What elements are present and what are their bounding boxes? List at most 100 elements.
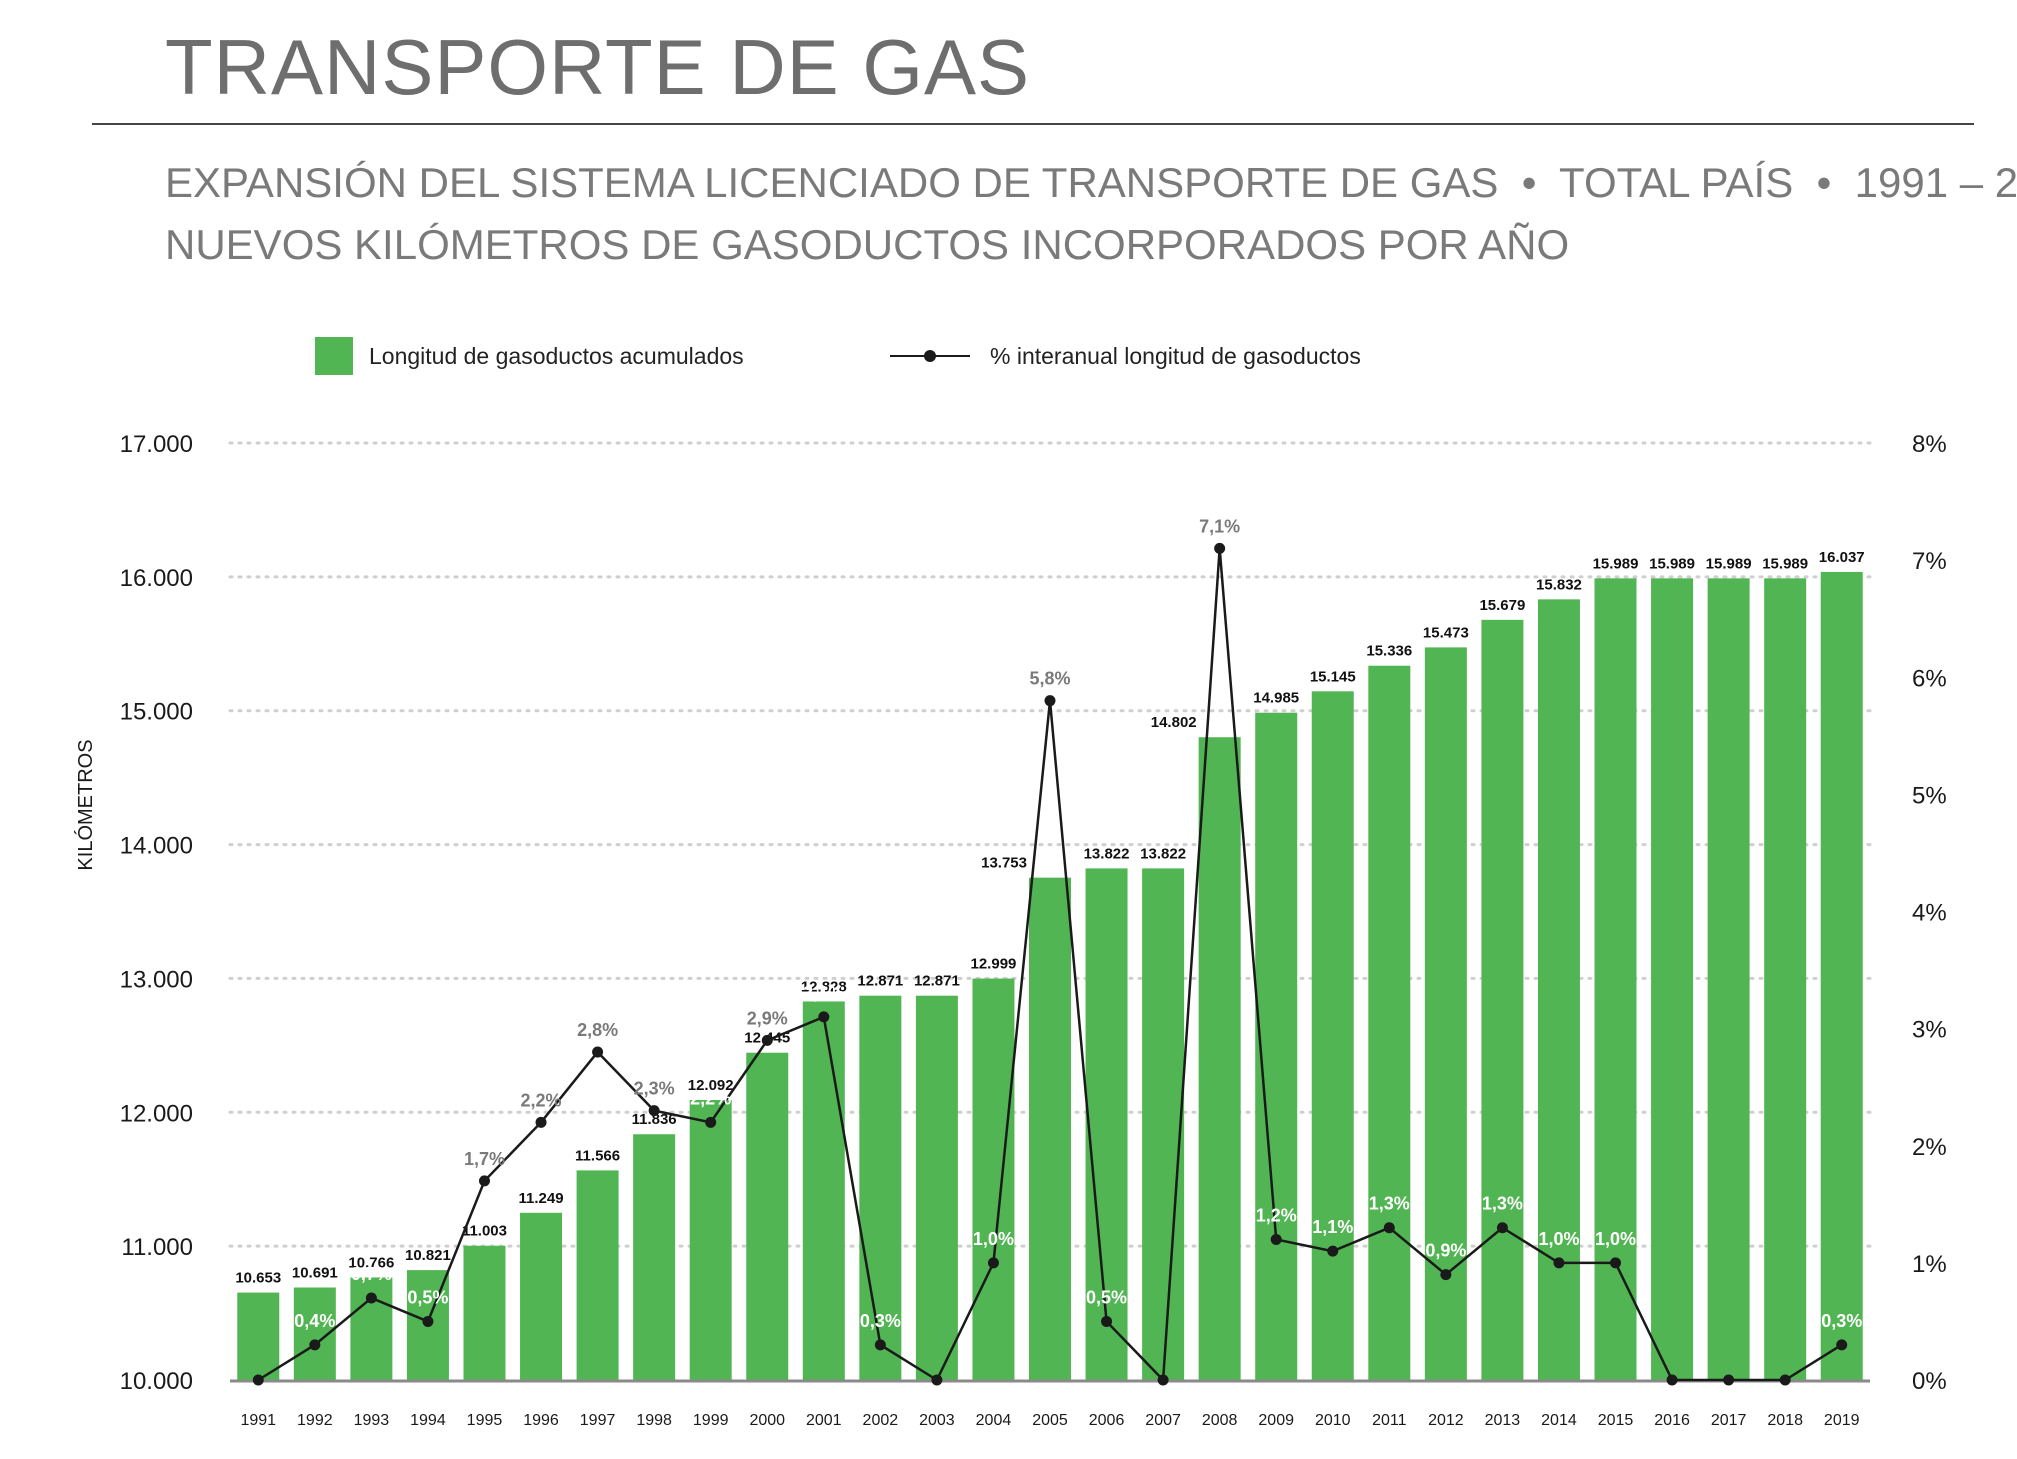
pct-value-label: 1,7% [464,1149,505,1169]
bar [972,978,1015,1380]
bar [520,1212,563,1380]
legend-item-bars: Longitud de gasoductos acumulados [315,336,744,376]
pct-point [1101,1315,1113,1327]
bar-value-label: 12.092 [688,1077,734,1094]
bar-value-label: 11.249 [519,1190,564,1207]
bar [859,995,902,1380]
bar-value-label: 13.822 [1084,845,1130,862]
bar [802,1001,845,1380]
legend-item-line: % interanual longitud de gasoductos [890,336,1361,376]
bar-value-label: 10.821 [405,1247,451,1264]
y-tick-label: 16.000 [120,565,193,592]
x-tick-label: 2005 [1032,1412,1068,1429]
pct-value-label: 3,1% [803,983,844,1003]
bar [1481,619,1524,1380]
bar [1311,691,1354,1380]
x-tick-label: 2000 [749,1412,785,1429]
bar-value-label: 15.473 [1423,624,1469,641]
pct-point [987,1257,999,1269]
bar-value-label: 15.145 [1310,668,1356,685]
bar [1424,647,1467,1380]
x-tick-label: 2004 [976,1412,1012,1429]
legend-bars-label: Longitud de gasoductos acumulados [369,342,744,369]
bar [689,1099,732,1380]
y-axis-title: KILÓMETROS [74,739,97,870]
pct-value-label: 1,2% [1256,1205,1297,1225]
bar [1255,712,1298,1380]
pct-value-label: 0,3% [860,1311,901,1331]
pct-point [1836,1339,1848,1351]
x-tick-label: 2011 [1372,1412,1407,1429]
bar-value-label: 11.836 [632,1111,677,1128]
pct-point [1044,695,1056,707]
pct-point [818,1011,830,1023]
y-tick-label: 13.000 [120,966,193,993]
legend-line-label: % interanual longitud de gasoductos [990,342,1361,369]
bar-value-label: 15.989 [1706,555,1752,572]
bar-value-label: 14.802 [1151,714,1197,731]
pct-value-label: 5,8% [1029,669,1070,689]
pct-point [478,1175,490,1187]
x-tick-label: 2012 [1428,1412,1464,1429]
pct-point [1270,1233,1282,1245]
pct-value-label: 0,5% [407,1287,448,1307]
y2-tick-label: 5% [1912,782,1947,809]
bar [463,1245,506,1380]
x-tick-label: 2001 [806,1412,842,1429]
y-tick-label: 10.000 [120,1368,193,1395]
pct-value-label: 2,9% [747,1008,788,1028]
bar [633,1134,676,1380]
x-tick-label: 2019 [1824,1412,1860,1429]
pct-value-label: 1,0% [1538,1229,1579,1249]
bar [1537,599,1580,1380]
bar-value-label: 11.003 [462,1223,507,1240]
bar-value-label: 11.566 [575,1147,620,1164]
pct-value-label: 1,0% [1595,1229,1636,1249]
pct-value-label: 2,3% [634,1079,675,1099]
y-tick-label: 11.000 [121,1234,193,1261]
x-tick-label: 2002 [863,1412,899,1429]
pct-point [648,1105,660,1117]
bar [1820,571,1863,1380]
y2-tick-label: 0% [1912,1368,1947,1395]
bar-value-label: 12.828 [801,978,847,995]
title-divider [92,123,1974,125]
x-tick-label: 2010 [1315,1412,1351,1429]
y2-tick-label: 2% [1912,1134,1947,1161]
bar [1198,737,1241,1380]
y2-tick-label: 4% [1912,900,1947,927]
pct-point [1723,1374,1735,1386]
pct-point [1157,1374,1169,1386]
pct-point [931,1374,943,1386]
bar [237,1292,280,1380]
bar-value-label: 12.871 [857,973,903,990]
x-tick-label: 2009 [1258,1412,1294,1429]
x-tick-label: 2015 [1598,1412,1634,1429]
pct-value-label: 0,5% [1086,1287,1127,1307]
bar-value-label: 13.753 [981,855,1027,872]
pct-value-label: 0,9% [1425,1241,1466,1261]
bar-value-label: 16.037 [1819,549,1865,566]
x-tick-label: 1998 [636,1412,672,1429]
pct-value-label: 1,3% [1482,1194,1523,1214]
x-tick-label: 2014 [1541,1412,1577,1429]
bar [1707,578,1750,1380]
bar-value-label: 14.985 [1253,690,1299,707]
pct-point [1610,1257,1622,1269]
bar-value-label: 15.832 [1536,576,1582,593]
bar-value-label: 15.989 [1593,555,1639,572]
pct-point [535,1116,547,1128]
pct-point [874,1339,886,1351]
bar-value-label: 15.989 [1649,555,1695,572]
pct-value-label: 0,4% [294,1311,335,1331]
chart-subtitle: EXPANSIÓN DEL SISTEMA LICENCIADO DE TRAN… [165,152,2017,276]
y-tick-label: 12.000 [120,1100,193,1127]
bar-value-label: 12.871 [914,973,960,990]
bar-value-label: 10.691 [292,1265,338,1282]
pct-value-label: 0,3% [1821,1311,1862,1331]
pct-value-label: 1,1% [1312,1217,1353,1237]
y2-tick-label: 7% [1912,548,1947,575]
pct-point [1327,1245,1339,1257]
y-tick-label: 14.000 [120,833,193,860]
